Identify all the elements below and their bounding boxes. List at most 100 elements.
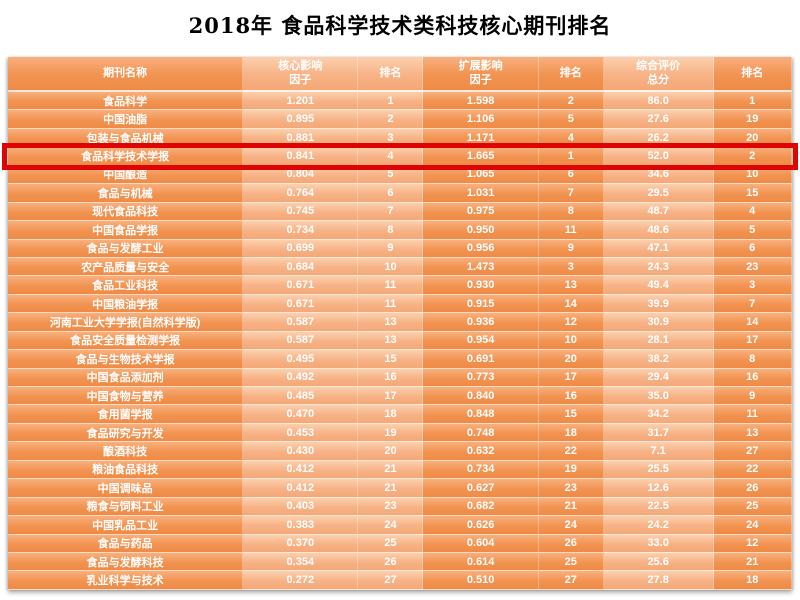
- column-header: 期刊名称: [8, 57, 244, 92]
- ext-rank-cell: 22: [538, 442, 604, 461]
- ext-rank-cell: 19: [538, 460, 604, 480]
- total-score-cell: 33.0: [603, 534, 714, 553]
- table-row: 现代食品科技 0.745 7 0.975 8 48.7 4: [8, 202, 792, 222]
- core-rank-cell: 9: [358, 239, 424, 258]
- core-rank-cell: 17: [358, 387, 424, 406]
- core-if-cell: 0.587: [243, 313, 359, 332]
- core-if-cell: 0.587: [243, 331, 359, 351]
- total-rank-cell: 2: [713, 147, 792, 166]
- ext-rank-cell: 6: [538, 165, 604, 185]
- total-score-cell: 48.7: [603, 202, 714, 222]
- total-rank-cell: 1: [713, 92, 792, 111]
- ext-if-cell: 0.626: [423, 516, 539, 535]
- core-rank-cell: 21: [358, 460, 424, 480]
- core-if-cell: 0.430: [243, 442, 359, 461]
- total-score-cell: 38.2: [603, 350, 714, 369]
- ext-if-cell: 0.627: [423, 479, 539, 498]
- journal-name-cell: 食品与发酵工业: [8, 239, 244, 258]
- core-if-cell: 0.403: [243, 497, 359, 517]
- total-rank-cell: 14: [713, 313, 792, 332]
- table-row: 食品与生物技术学报 0.495 15 0.691 20 38.2 8: [8, 350, 792, 369]
- total-rank-cell: 26: [713, 479, 792, 498]
- core-if-cell: 0.881: [243, 128, 359, 148]
- column-header: 扩展影响 因子: [423, 57, 539, 92]
- table-row: 食品安全质量检测学报 0.587 13 0.954 10 28.1 17: [8, 331, 792, 351]
- core-if-cell: 0.412: [243, 460, 359, 480]
- table-row: 粮食与饲料工业 0.403 23 0.682 21 22.5 25: [8, 497, 792, 517]
- total-rank-cell: 11: [713, 405, 792, 424]
- ext-rank-cell: 20: [538, 350, 604, 369]
- core-rank-cell: 20: [358, 442, 424, 461]
- core-rank-cell: 27: [358, 571, 424, 590]
- core-if-cell: 0.671: [243, 294, 359, 314]
- total-score-cell: 25.6: [603, 552, 714, 572]
- total-rank-cell: 18: [713, 571, 792, 590]
- ext-if-cell: 1.031: [423, 184, 539, 203]
- core-if-cell: 0.470: [243, 405, 359, 424]
- ext-rank-cell: 17: [538, 368, 604, 387]
- total-rank-cell: 7: [713, 294, 792, 314]
- core-rank-cell: 7: [358, 202, 424, 222]
- ext-rank-cell: 21: [538, 497, 604, 517]
- total-score-cell: 22.5: [603, 497, 714, 517]
- column-header: 综合评价 总分: [603, 57, 714, 92]
- total-score-cell: 49.4: [603, 276, 714, 295]
- ext-if-cell: 1.665: [423, 147, 539, 166]
- total-score-cell: 7.1: [603, 442, 714, 461]
- journal-name-cell: 中国调味品: [8, 479, 244, 498]
- core-rank-cell: 16: [358, 368, 424, 387]
- core-rank-cell: 5: [358, 165, 424, 185]
- journal-name-cell: 中国酿造: [8, 165, 244, 185]
- journal-name-cell: 粮食与饲料工业: [8, 497, 244, 517]
- ext-if-cell: 0.950: [423, 221, 539, 240]
- core-rank-cell: 10: [358, 257, 424, 277]
- total-rank-cell: 5: [713, 221, 792, 240]
- total-score-cell: 24.3: [603, 257, 714, 277]
- journal-name-cell: 中国粮油学报: [8, 294, 244, 314]
- ext-rank-cell: 9: [538, 239, 604, 258]
- core-rank-cell: 18: [358, 405, 424, 424]
- journal-name-cell: 中国乳品工业: [8, 516, 244, 535]
- ext-if-cell: 1.065: [423, 165, 539, 185]
- ext-if-cell: 0.604: [423, 534, 539, 553]
- ext-rank-cell: 7: [538, 184, 604, 203]
- ext-if-cell: 1.473: [423, 257, 539, 277]
- ext-if-cell: 0.840: [423, 387, 539, 406]
- ext-rank-cell: 18: [538, 423, 604, 443]
- core-if-cell: 0.734: [243, 221, 359, 240]
- core-rank-cell: 6: [358, 184, 424, 203]
- total-score-cell: 30.9: [603, 313, 714, 332]
- total-rank-cell: 23: [713, 257, 792, 277]
- ext-if-cell: 0.915: [423, 294, 539, 314]
- table-row: 农产品质量与安全 0.684 10 1.473 3 24.3 23: [8, 257, 792, 277]
- core-if-cell: 0.485: [243, 387, 359, 406]
- total-score-cell: 24.2: [603, 516, 714, 535]
- journal-name-cell: 中国食品学报: [8, 221, 244, 240]
- ext-if-cell: 0.975: [423, 202, 539, 222]
- core-rank-cell: 11: [358, 276, 424, 295]
- core-if-cell: 0.804: [243, 165, 359, 185]
- core-rank-cell: 21: [358, 479, 424, 498]
- table-row: 中国酿造 0.804 5 1.065 6 34.6 10: [8, 165, 792, 185]
- table-row: 食品与发酵工业 0.699 9 0.956 9 47.1 6: [8, 239, 792, 258]
- table-row: 食品与机械 0.764 6 1.031 7 29.5 15: [8, 184, 792, 203]
- table-row: 中国粮油学报 0.671 11 0.915 14 39.9 7: [8, 294, 792, 314]
- journal-name-cell: 食品科学: [8, 92, 244, 111]
- journal-name-cell: 中国食品添加剂: [8, 368, 244, 387]
- ext-rank-cell: 26: [538, 534, 604, 553]
- table-row: 中国乳品工业 0.383 24 0.626 24 24.2 24: [8, 516, 792, 535]
- journal-name-cell: 乳业科学与技术: [8, 571, 244, 590]
- journal-name-cell: 中国食物与营养: [8, 387, 244, 406]
- core-if-cell: 0.354: [243, 552, 359, 572]
- ext-if-cell: 0.734: [423, 460, 539, 480]
- ext-if-cell: 1.598: [423, 92, 539, 111]
- core-rank-cell: 8: [358, 221, 424, 240]
- journal-name-cell: 食品与机械: [8, 184, 244, 203]
- ext-if-cell: 1.106: [423, 110, 539, 129]
- ext-if-cell: 0.691: [423, 350, 539, 369]
- table-row: 中国食品添加剂 0.492 16 0.773 17 29.4 16: [8, 368, 792, 387]
- ext-rank-cell: 2: [538, 92, 604, 111]
- ext-rank-cell: 10: [538, 331, 604, 351]
- total-rank-cell: 12: [713, 534, 792, 553]
